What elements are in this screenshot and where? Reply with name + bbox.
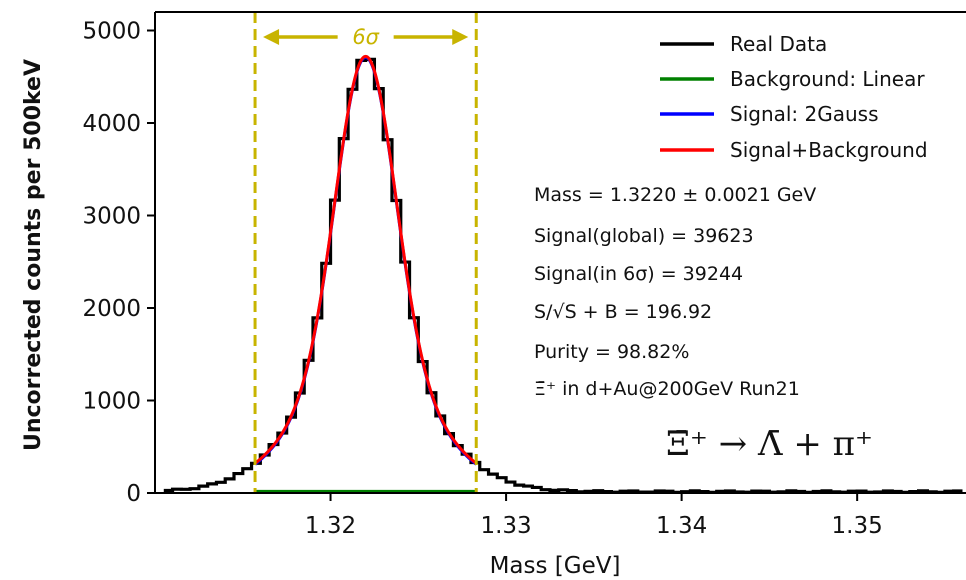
axes — [154, 11, 966, 494]
x-tick-label: 1.35 — [832, 513, 883, 539]
legend-label-total: Signal+Background — [730, 138, 928, 162]
window-arrow-right-head — [452, 29, 469, 45]
signal-window-annotation: Signal(in 6σ) = 39244 — [534, 263, 743, 285]
real-data-histogram — [163, 57, 963, 493]
y-tick-label: 4000 — [82, 111, 141, 137]
x-tick-label: 1.32 — [305, 513, 356, 539]
purity-annotation: Purity = 98.82% — [534, 341, 689, 363]
legend-label-signal: Signal: 2Gauss — [730, 102, 879, 126]
fit-statistics: Mass = 1.3220 ± 0.0021 GeV Signal(global… — [534, 184, 873, 464]
x-axis-label: Mass [GeV] — [490, 553, 621, 579]
signal-fit-curve — [254, 55, 478, 466]
legend: Real Data Background: Linear Signal: 2Ga… — [660, 32, 928, 162]
y-axis-ticks: 0 1000 2000 3000 4000 5000 — [82, 19, 155, 507]
total-curve — [254, 54, 478, 465]
legend-label-real-data: Real Data — [730, 32, 827, 56]
six-sigma-window: 6σ — [253, 12, 478, 493]
y-tick-label: 2000 — [82, 296, 141, 322]
mass-annotation: Mass = 1.3220 ± 0.0021 GeV — [534, 184, 816, 206]
signal-plus-background-curve — [254, 54, 478, 465]
y-tick-label: 1000 — [82, 389, 141, 415]
legend-label-background: Background: Linear — [730, 67, 925, 91]
y-tick-label: 3000 — [82, 204, 141, 230]
window-width-label: 6σ — [352, 25, 379, 49]
x-tick-label: 1.33 — [480, 513, 531, 539]
significance-annotation: S/√S + B = 196.92 — [534, 301, 712, 323]
real-data-step-line — [163, 57, 963, 493]
x-tick-label: 1.34 — [656, 513, 707, 539]
y-tick-label: 5000 — [82, 19, 141, 45]
decay-annotation: Ξ̄⁺ → Λ̄ + π⁺ — [666, 424, 873, 464]
y-tick-label: 0 — [126, 481, 141, 507]
signal-curve — [254, 55, 478, 466]
x-axis-ticks: 1.32 1.33 1.34 1.35 — [305, 493, 883, 539]
dataset-annotation: Ξ̄⁺ in d+Au@200GeV Run21 — [534, 378, 800, 400]
y-axis-label: Uncorrected counts per 500keV — [21, 59, 46, 451]
signal-global-annotation: Signal(global) = 39623 — [534, 225, 754, 247]
window-arrow-left-head — [263, 29, 280, 45]
